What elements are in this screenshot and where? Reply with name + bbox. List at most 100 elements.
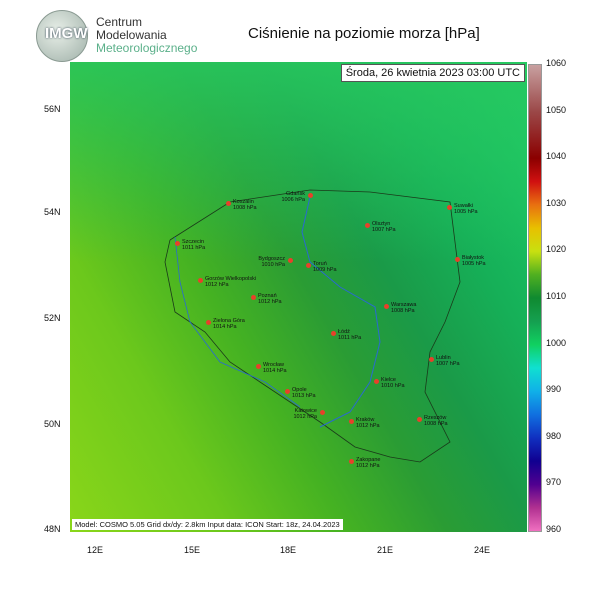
city-label: Białystok 1005 hPa bbox=[462, 255, 486, 267]
colorbar-label: 1030 bbox=[546, 197, 567, 208]
lon-tick: 21E bbox=[377, 545, 394, 555]
lat-tick: 50N bbox=[44, 419, 61, 429]
city-dot bbox=[320, 410, 325, 415]
city-label: Kraków 1012 hPa bbox=[356, 417, 380, 429]
city-name: Kielce bbox=[381, 377, 396, 383]
city-pressure: 1005 hPa bbox=[454, 209, 478, 215]
city-name: Lublin bbox=[436, 355, 451, 361]
odra-river bbox=[174, 236, 301, 408]
city-dot bbox=[256, 364, 261, 369]
date-label: Środa, 26 kwietnia 2023 03:00 UTC bbox=[340, 64, 525, 82]
city-dot bbox=[251, 295, 256, 300]
city-pressure: 1012 hPa bbox=[205, 282, 229, 288]
city-name: Białystok bbox=[462, 255, 485, 261]
model-info: Model: COSMO 5.05 Grid dx/dy: 2.8km Inpu… bbox=[72, 519, 343, 530]
city-pressure: 1005 hPa bbox=[462, 261, 486, 267]
city-dot bbox=[331, 331, 336, 336]
city-dot bbox=[374, 379, 379, 384]
city-name: Zakopane bbox=[356, 457, 381, 463]
city-name: Toruń bbox=[313, 261, 327, 267]
city-pressure: 1008 hPa bbox=[391, 308, 415, 314]
city-name: Zielona Góra bbox=[213, 318, 245, 324]
city-pressure: 1007 hPa bbox=[436, 361, 460, 367]
colorbar-label: 1010 bbox=[546, 291, 567, 301]
city-name: Opole bbox=[292, 387, 307, 393]
colorbar-label: 1000 bbox=[546, 337, 567, 348]
city-pressure: 1013 hPa bbox=[292, 393, 316, 399]
city-dot bbox=[447, 205, 452, 210]
map-title: Ciśnienie na poziomie morza [hPa] bbox=[248, 25, 480, 42]
city-dot bbox=[308, 193, 313, 198]
city-name: Rzeszów bbox=[424, 415, 447, 421]
city-pressure: 1009 hPa bbox=[313, 267, 337, 273]
city-name: Poznań bbox=[258, 293, 277, 299]
city-label: Suwałki 1005 hPa bbox=[454, 203, 478, 215]
city-label: Olsztyn 1007 hPa bbox=[372, 221, 396, 233]
city-name: Wrocław bbox=[263, 362, 284, 368]
city-label: Szczecin 1011 hPa bbox=[182, 239, 205, 251]
city-label: Zielona Góra 1014 hPa bbox=[213, 318, 245, 330]
poland-border bbox=[164, 189, 461, 463]
city-label: Rzeszów 1008 hPa bbox=[424, 415, 448, 427]
city-pressure: 1011 hPa bbox=[338, 335, 362, 341]
city-pressure: 1011 hPa bbox=[182, 245, 206, 251]
city-label: Bydgoszcz 1010 hPa bbox=[258, 256, 285, 268]
city-name: Kraków bbox=[356, 417, 375, 423]
city-label: Warszawa 1008 hPa bbox=[391, 302, 416, 314]
city-label: Katowice 1012 hPa bbox=[293, 408, 317, 420]
city-label: Gorzów Wielkopolski 1012 hPa bbox=[205, 276, 256, 288]
city-label: Opole 1013 hPa bbox=[292, 387, 316, 399]
city-dot bbox=[226, 201, 231, 206]
colorbar-label: 1060 bbox=[546, 58, 567, 68]
city-label: Zakopane 1012 hPa bbox=[356, 457, 380, 469]
colorbar-label: 990 bbox=[546, 384, 562, 395]
city-dot bbox=[175, 241, 180, 246]
colorbar-label: 960 bbox=[546, 524, 562, 534]
city-dot bbox=[349, 459, 354, 464]
city-pressure: 1006 hPa bbox=[281, 197, 305, 203]
city-pressure: 1012 hPa bbox=[258, 299, 282, 305]
lat-tick: 54N bbox=[44, 207, 61, 217]
city-dot bbox=[429, 357, 434, 362]
city-dot bbox=[349, 419, 354, 424]
org-line-2: Modelowania bbox=[96, 28, 167, 42]
city-dot bbox=[365, 223, 370, 228]
city-pressure: 1010 hPa bbox=[381, 383, 405, 389]
city-pressure: 1008 hPa bbox=[424, 421, 448, 427]
colorbar-label: 1040 bbox=[546, 151, 567, 162]
lat-tick: 48N bbox=[44, 524, 61, 534]
city-dot bbox=[306, 263, 311, 268]
lon-tick: 24E bbox=[474, 545, 491, 555]
city-dot bbox=[455, 257, 460, 262]
vistula-river bbox=[301, 196, 381, 428]
city-pressure: 1012 hPa bbox=[356, 423, 380, 429]
city-pressure: 1010 hPa bbox=[261, 262, 285, 268]
city-dot bbox=[384, 304, 389, 309]
city-dot bbox=[417, 417, 422, 422]
city-pressure: 1012 hPa bbox=[293, 414, 317, 420]
city-name: Gdańsk bbox=[286, 191, 305, 197]
colorbar bbox=[528, 64, 542, 532]
city-pressure: 1008 hPa bbox=[233, 205, 257, 211]
org-line-3: Meteorologicznego bbox=[96, 41, 198, 55]
city-dot bbox=[288, 258, 293, 263]
city-label: Lublin 1007 hPa bbox=[436, 355, 460, 367]
city-label: Toruń 1009 hPa bbox=[313, 261, 337, 273]
city-label: Wrocław 1014 hPa bbox=[263, 362, 287, 374]
org-line-1: Centrum bbox=[96, 15, 143, 29]
imgw-logo: IMGW bbox=[36, 10, 88, 62]
city-name: Katowice bbox=[294, 408, 317, 414]
lon-tick: 12E bbox=[87, 545, 104, 555]
city-label: Gdańsk 1006 hPa bbox=[281, 191, 305, 203]
city-pressure: 1012 hPa bbox=[356, 463, 380, 469]
city-label: Łódź 1011 hPa bbox=[338, 329, 361, 341]
city-name: Olsztyn bbox=[372, 221, 391, 227]
city-dot bbox=[285, 389, 290, 394]
city-pressure: 1014 hPa bbox=[213, 324, 237, 330]
city-name: Gorzów Wielkopolski bbox=[205, 276, 257, 282]
city-name: Szczecin bbox=[182, 239, 205, 245]
colorbar-label: 970 bbox=[546, 477, 562, 488]
colorbar-label: 980 bbox=[546, 430, 562, 441]
colorbar-label: 1020 bbox=[546, 244, 567, 255]
lon-tick: 18E bbox=[280, 545, 297, 555]
